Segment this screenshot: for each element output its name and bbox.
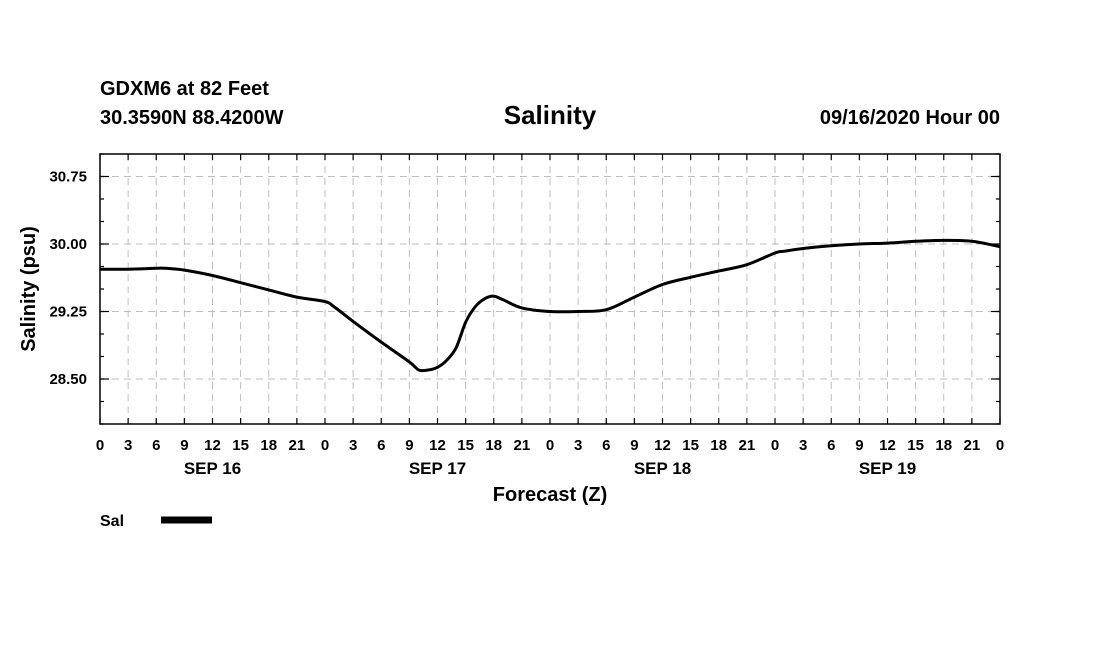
x-tick-label: 6 (602, 437, 610, 454)
day-label: SEP 16 (184, 459, 241, 478)
x-tick-label: 12 (654, 437, 671, 454)
x-tick-label: 12 (204, 437, 221, 454)
x-tick-label: 0 (96, 437, 104, 454)
x-tick-label: 9 (180, 437, 188, 454)
x-tick-label: 12 (429, 437, 446, 454)
legend: Sal (100, 513, 212, 530)
x-tick-label: 3 (349, 437, 357, 454)
x-tick-label: 6 (377, 437, 385, 454)
x-tick-label: 6 (827, 437, 835, 454)
legend-label-sal: Sal (100, 513, 124, 530)
x-tick-label: 18 (260, 437, 277, 454)
x-tick-label: 21 (514, 437, 531, 454)
datetime-label: 09/16/2020 Hour 00 (820, 107, 1000, 129)
x-tick-label: 3 (124, 437, 132, 454)
x-tick-label: 12 (879, 437, 896, 454)
day-labels: SEP 16 SEP 17 SEP 18 SEP 19 (184, 459, 916, 478)
day-label: SEP 19 (859, 459, 916, 478)
x-tick-label: 15 (232, 437, 249, 454)
x-tick-label: 15 (907, 437, 924, 454)
axis-ticks (99, 153, 1001, 425)
x-tick-label: 6 (152, 437, 160, 454)
day-label: SEP 17 (409, 459, 466, 478)
x-axis-label: Forecast (Z) (493, 484, 607, 506)
chart-title: Salinity (504, 100, 597, 130)
x-tick-label: 9 (855, 437, 863, 454)
series-layer (99, 238, 1001, 373)
x-tick-label: 15 (457, 437, 474, 454)
x-tick-label: 3 (799, 437, 807, 454)
coords-label: 30.3590N 88.4200W (100, 107, 284, 129)
y-tick-label: 30.75 (49, 169, 87, 186)
x-tick-label: 18 (485, 437, 502, 454)
y-tick-labels: 28.50 29.25 30.00 30.75 (49, 169, 87, 389)
x-tick-labels: 0 3 6 9 12 15 18 21 0 3 6 9 12 15 18 21 0 3 6 9 12 15 18 21 0 3 6 9… (96, 437, 1004, 454)
x-tick-label: 21 (289, 437, 306, 454)
x-tick-label: 21 (739, 437, 756, 454)
x-tick-label: 0 (996, 437, 1004, 454)
y-tick-label: 28.50 (49, 371, 87, 388)
x-tick-label: 0 (546, 437, 554, 454)
y-tick-label: 29.25 (49, 304, 87, 321)
x-tick-label: 3 (574, 437, 582, 454)
x-tick-label: 21 (964, 437, 981, 454)
x-tick-label: 15 (682, 437, 699, 454)
series-line-sal (99, 238, 1001, 373)
x-tick-label: 9 (630, 437, 638, 454)
y-axis-label: Salinity (psu) (18, 226, 40, 352)
y-tick-label: 30.00 (49, 236, 87, 253)
day-label: SEP 18 (634, 459, 691, 478)
grid (100, 154, 1000, 424)
x-tick-label: 0 (771, 437, 779, 454)
station-label: GDXM6 at 82 Feet (100, 78, 269, 100)
x-tick-label: 18 (710, 437, 727, 454)
x-tick-label: 18 (935, 437, 952, 454)
x-tick-label: 0 (321, 437, 329, 454)
x-tick-label: 9 (405, 437, 413, 454)
